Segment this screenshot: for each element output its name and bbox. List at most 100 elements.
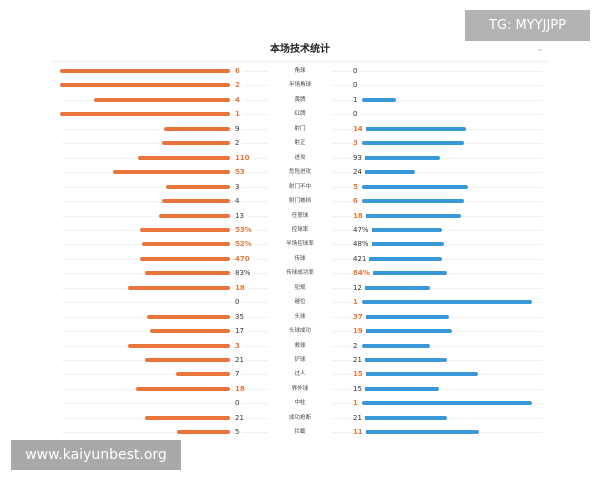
stat-label: 射正: [268, 137, 332, 150]
home-value: 6: [235, 65, 243, 77]
away-bar: [362, 358, 447, 362]
stat-label: 任意球: [268, 209, 332, 222]
home-value: 18: [235, 281, 248, 294]
table-row: 3 救球 2: [0, 339, 600, 353]
away-bar: [362, 329, 452, 334]
table-row: 53% 控球率 47%: [0, 223, 600, 237]
away-bar: [362, 256, 442, 261]
home-bar: [145, 271, 230, 276]
stat-label: 射门: [268, 122, 332, 135]
away-bar: [362, 430, 479, 435]
away-value: 24: [353, 166, 365, 179]
home-bar: [138, 155, 230, 160]
table-row: 21 成功抢断 21: [0, 411, 600, 425]
table-row: 21 铲球 21: [0, 353, 600, 367]
stat-label: 头球: [268, 310, 332, 323]
away-bar: [362, 184, 468, 189]
stat-label: 过人: [268, 368, 332, 381]
stat-label: 铲球: [268, 354, 332, 366]
stat-label: 越位: [268, 296, 332, 309]
table-row: 53 危险进攻 24: [0, 165, 600, 179]
away-bar: [362, 314, 449, 319]
home-bar: [145, 358, 230, 362]
table-row: 110 进攻 93: [0, 151, 600, 165]
table-row: 2 半场角球 0: [0, 78, 600, 92]
away-bar: [362, 415, 447, 420]
away-bar: [362, 126, 466, 131]
table-row: 17 头球成功 19: [0, 324, 600, 338]
table-row: 470 传球 421: [0, 252, 600, 266]
away-value: 3: [353, 137, 361, 150]
table-row: 35 头球 37: [0, 310, 600, 324]
table-row: 9 射门 14: [0, 122, 600, 136]
away-bar: [362, 199, 464, 204]
home-bar: [128, 285, 230, 290]
home-bar: [140, 227, 230, 232]
home-value: 35: [235, 310, 247, 323]
home-bar: [164, 126, 230, 131]
home-value: 4: [235, 195, 243, 208]
home-value: 21: [235, 354, 247, 366]
home-value: 2: [235, 79, 243, 92]
home-bar: [60, 112, 230, 117]
table-row: 3 射门不中 5: [0, 180, 600, 194]
away-bar: [362, 170, 415, 175]
stat-label: 成功抢断: [268, 411, 332, 424]
stat-label: 半场控球率: [268, 238, 332, 251]
away-value: 37: [353, 310, 366, 323]
away-bar: [362, 343, 430, 348]
home-value: 18: [235, 382, 248, 395]
table-row: 83% 传球成功率 84%: [0, 266, 600, 280]
table-row: 7 过人 15: [0, 367, 600, 381]
home-value: 1: [235, 108, 243, 121]
home-bar: [176, 372, 230, 377]
away-value: 0: [353, 65, 361, 77]
stat-label: 黄牌: [268, 93, 332, 106]
table-row: 4 射门被挡 6: [0, 194, 600, 208]
home-value: 0: [235, 296, 243, 309]
away-value: 1: [353, 397, 361, 410]
site-watermark: www.kaiyunbest.org: [11, 440, 181, 470]
away-value: 5: [353, 180, 361, 193]
stat-label: 控球率: [268, 223, 332, 236]
away-bar: [362, 141, 464, 146]
table-row: 1 红牌 0: [0, 107, 600, 121]
away-value: 84%: [353, 267, 373, 280]
table-row: 0 越位 1: [0, 295, 600, 309]
away-value: 18: [353, 209, 366, 222]
stat-label: 半场角球: [268, 79, 332, 92]
stat-label: 红牌: [268, 108, 332, 121]
away-value: 47%: [353, 223, 372, 236]
home-bar: [113, 170, 230, 175]
away-value: 1: [353, 93, 361, 106]
home-bar: [159, 213, 230, 218]
home-bar: [166, 184, 230, 189]
table-row: 4 黄牌 1: [0, 93, 600, 107]
home-bar: [145, 415, 230, 420]
away-bar: [362, 372, 478, 377]
table-row: 0 中柱 1: [0, 396, 600, 410]
away-bar: [362, 213, 461, 218]
away-value: 14: [353, 122, 366, 135]
home-bar: [60, 69, 230, 73]
chevron-down-icon[interactable]: ⌄: [536, 44, 544, 54]
stat-label: 界外球: [268, 382, 332, 395]
away-value: 15: [353, 368, 366, 381]
home-bar: [140, 256, 230, 261]
stat-label: 救球: [268, 339, 332, 352]
home-bar: [162, 199, 230, 204]
away-bar: [362, 227, 442, 232]
stat-label: 角球: [268, 65, 332, 77]
away-value: 21: [353, 354, 365, 366]
home-value: 13: [235, 209, 247, 222]
home-value: 17: [235, 325, 247, 338]
home-bar: [142, 242, 230, 247]
stat-label: 传球: [268, 252, 332, 265]
home-bar: [162, 141, 230, 146]
home-value: 5: [235, 426, 243, 439]
home-bar: [150, 329, 230, 334]
away-value: 0: [353, 108, 361, 121]
home-value: 3: [235, 339, 243, 352]
stat-label: 传球成功率: [268, 267, 332, 280]
